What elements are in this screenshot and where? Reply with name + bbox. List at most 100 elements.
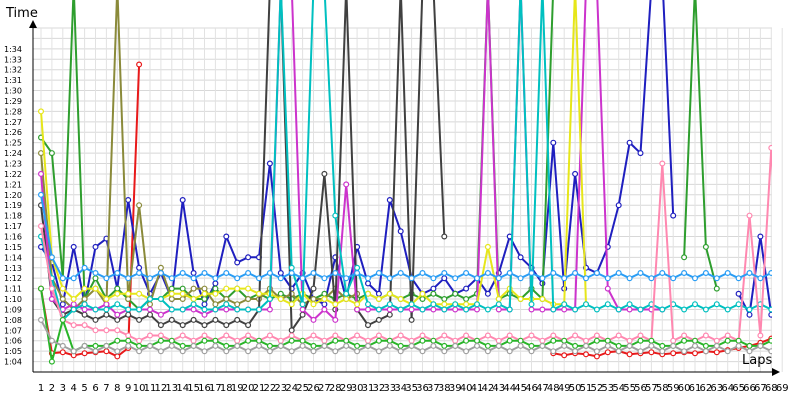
data-point: [572, 348, 579, 355]
data-point: [114, 316, 121, 323]
data-point: [713, 301, 720, 308]
x-tick-label: 51: [580, 383, 593, 394]
x-tick-label: 28: [329, 383, 342, 394]
data-point: [648, 342, 655, 349]
data-point: [37, 285, 44, 292]
data-point: [474, 301, 481, 308]
x-tick-label: 68: [765, 383, 778, 394]
data-point: [147, 332, 154, 339]
data-point: [593, 353, 600, 360]
x-tick-label: 12: [155, 383, 168, 394]
x-tick-label: 69: [776, 383, 789, 394]
data-point: [157, 270, 164, 277]
data-point: [746, 306, 753, 313]
data-point: [288, 264, 295, 271]
data-point: [561, 306, 568, 313]
data-point: [463, 337, 470, 344]
data-point: [474, 337, 481, 344]
data-point: [386, 290, 393, 297]
data-point: [332, 332, 339, 339]
data-point: [310, 285, 317, 292]
data-point: [659, 342, 666, 349]
data-point: [179, 290, 186, 297]
data-point: [70, 348, 77, 355]
x-tick-label: 56: [634, 383, 647, 394]
data-point: [506, 348, 513, 355]
data-point: [408, 306, 415, 313]
data-point: [168, 337, 175, 344]
data-point: [365, 342, 372, 349]
data-point: [136, 264, 143, 271]
data-point: [691, 275, 698, 282]
data-point: [81, 342, 88, 349]
data-point: [212, 316, 219, 323]
data-point: [441, 296, 448, 303]
data-point: [768, 144, 772, 151]
data-point: [354, 332, 361, 339]
data-point: [474, 342, 481, 349]
data-point: [179, 285, 186, 292]
data-point: [659, 348, 666, 355]
x-tick-label: 35: [405, 383, 418, 394]
data-point: [136, 306, 143, 313]
data-point: [168, 290, 175, 297]
data-point: [691, 342, 698, 349]
data-point: [365, 275, 372, 282]
data-point: [223, 332, 230, 339]
data-point: [561, 301, 568, 308]
data-point: [386, 275, 393, 282]
data-point: [517, 296, 524, 303]
data-point: [659, 306, 666, 313]
data-point: [474, 275, 481, 282]
data-point: [157, 322, 164, 329]
y-tick-label: 1:24: [4, 149, 22, 158]
data-point: [441, 233, 448, 240]
data-point: [103, 296, 110, 303]
y-tick-label: 1:32: [4, 66, 22, 75]
data-point: [92, 327, 99, 334]
x-tick-label: 43: [492, 383, 505, 394]
data-point: [615, 270, 622, 277]
data-point: [441, 301, 448, 308]
data-point: [397, 332, 404, 339]
data-point: [234, 306, 241, 313]
data-point: [452, 301, 459, 308]
data-point: [582, 342, 589, 349]
data-point: [81, 311, 88, 318]
y-tick-label: 1:21: [4, 180, 22, 189]
data-point: [234, 342, 241, 349]
x-tick-label: 41: [471, 383, 484, 394]
data-point: [506, 332, 513, 339]
data-point: [735, 342, 742, 349]
data-point: [190, 306, 197, 313]
data-point: [234, 285, 241, 292]
x-tick-label: 66: [743, 383, 756, 394]
data-point: [81, 301, 88, 308]
data-point: [626, 301, 633, 308]
data-point: [746, 212, 753, 219]
data-point: [59, 301, 66, 308]
x-tick-label: 63: [710, 383, 723, 394]
data-point: [168, 285, 175, 292]
x-tick-label: 22: [264, 383, 277, 394]
data-point: [125, 275, 132, 282]
x-tick-label: 15: [187, 383, 200, 394]
data-point: [157, 264, 164, 271]
data-point: [768, 348, 772, 355]
data-point: [528, 348, 535, 355]
data-point: [484, 306, 491, 313]
data-point: [365, 280, 372, 287]
data-point: [354, 342, 361, 349]
data-point: [37, 150, 44, 157]
data-point: [419, 296, 426, 303]
data-point: [70, 275, 77, 282]
data-point: [81, 264, 88, 271]
data-point: [582, 275, 589, 282]
data-point: [190, 301, 197, 308]
x-tick-label: 54: [612, 383, 625, 394]
data-point: [463, 332, 470, 339]
series-line: [553, 337, 772, 358]
data-point: [365, 306, 372, 313]
data-point: [430, 301, 437, 308]
data-point: [245, 337, 252, 344]
